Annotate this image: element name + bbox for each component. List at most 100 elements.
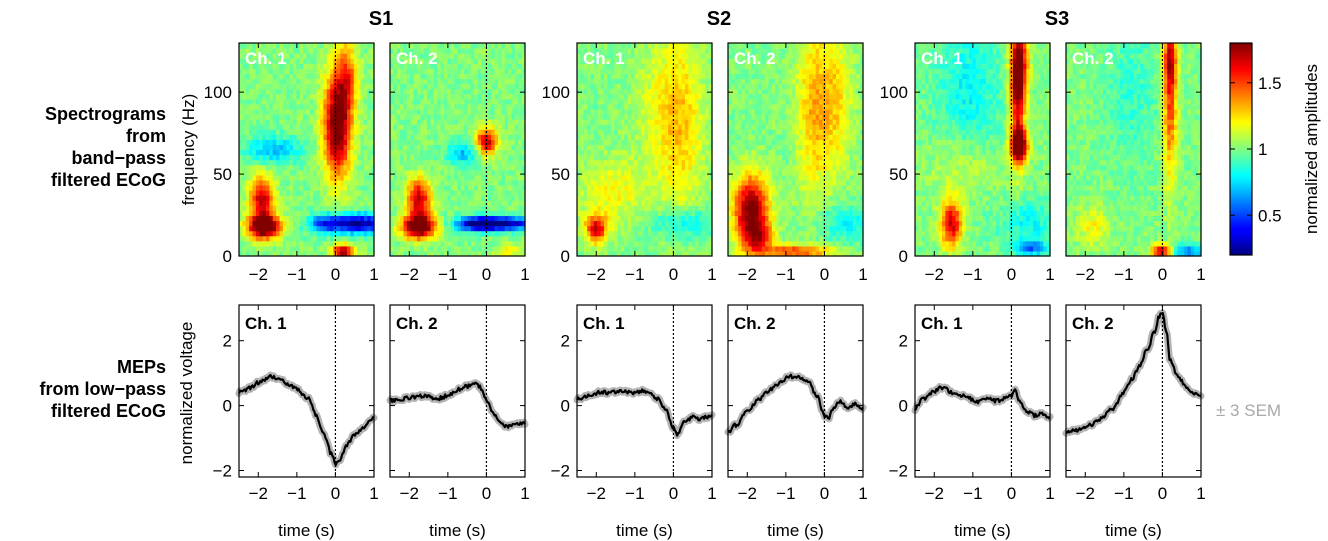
heatmap-cell — [255, 240, 260, 247]
heatmap-cell — [583, 144, 588, 151]
heatmap-cell — [430, 144, 435, 151]
heatmap-cell — [279, 88, 284, 95]
heatmap-cell — [320, 195, 324, 201]
heatmap-cell — [255, 159, 260, 166]
heatmap-cell — [637, 48, 642, 54]
heatmap-cell — [685, 88, 689, 95]
heatmap-cell — [350, 159, 355, 166]
heatmap-cell — [423, 215, 428, 222]
heatmap-cell — [269, 108, 274, 115]
heatmap-cell — [634, 129, 639, 135]
heatmap-cell — [501, 205, 506, 211]
heatmap-cell — [577, 48, 581, 54]
heatmap-cell — [617, 220, 622, 227]
heatmap-cell — [400, 235, 405, 242]
heatmap-cell — [309, 43, 314, 49]
heatmap-cell — [410, 124, 415, 130]
heatmap-cell — [410, 149, 415, 156]
heatmap-cell — [654, 169, 659, 176]
heatmap-cell — [282, 195, 287, 201]
heatmap-cell — [420, 68, 425, 75]
heatmap-cell — [597, 119, 602, 125]
heatmap-cell — [583, 205, 588, 211]
heatmap-cell — [624, 119, 629, 125]
heatmap-cell — [464, 225, 469, 232]
heatmap-cell — [464, 220, 469, 227]
heatmap-cell — [413, 179, 418, 186]
heatmap-cell — [460, 73, 465, 80]
heatmap-cell — [252, 169, 257, 176]
heatmap-cell — [487, 93, 492, 100]
heatmap-cell — [390, 139, 394, 146]
heatmap-cell — [262, 225, 267, 232]
heatmap-cell — [393, 78, 398, 85]
heatmap-cell — [413, 108, 418, 115]
heatmap-cell — [460, 174, 465, 181]
heatmap-cell — [357, 179, 362, 186]
heatmap-cell — [491, 240, 496, 247]
heatmap-cell — [367, 108, 372, 115]
heatmap-cell — [467, 235, 472, 242]
heatmap-cell — [396, 235, 401, 242]
heatmap-cell — [614, 73, 619, 80]
heatmap-cell — [498, 205, 502, 211]
heatmap-cell — [420, 225, 425, 232]
heatmap-cell — [293, 179, 297, 186]
heatmap-cell — [504, 230, 509, 237]
heatmap-cell — [587, 149, 592, 156]
heatmap-cell — [590, 124, 595, 130]
heatmap-cell — [279, 83, 284, 90]
heatmap-cell — [286, 108, 291, 115]
heatmap-cell — [604, 179, 608, 186]
heatmap-cell — [620, 179, 625, 186]
heatmap-cell — [336, 250, 341, 257]
heatmap-cell — [406, 73, 411, 80]
heatmap-cell — [316, 225, 321, 232]
heatmap-cell — [577, 240, 581, 247]
heatmap-cell — [336, 98, 341, 105]
heatmap-cell — [651, 68, 656, 75]
heatmap-cell — [511, 119, 516, 125]
heatmap-cell — [326, 164, 331, 171]
heatmap-cell — [340, 93, 345, 100]
heatmap-cell — [647, 159, 652, 166]
heatmap-cell — [279, 43, 284, 49]
heatmap-cell — [367, 149, 372, 156]
heatmap-cell — [276, 139, 281, 146]
heatmap-cell — [457, 210, 462, 217]
heatmap-cell — [420, 43, 425, 49]
heatmap-cell — [471, 114, 475, 120]
heatmap-cell — [309, 144, 314, 151]
heatmap-cell — [481, 134, 486, 140]
heatmap-cell — [282, 179, 287, 186]
heatmap-cell — [681, 230, 686, 237]
heatmap-cell — [600, 78, 605, 85]
heatmap-cell — [688, 58, 693, 64]
heatmap-cell — [303, 114, 308, 120]
heatmap-cell — [249, 139, 254, 146]
heatmap-cell — [309, 129, 314, 135]
heatmap-cell — [353, 103, 358, 110]
heatmap-cell — [614, 225, 619, 232]
heatmap-cell — [631, 240, 635, 247]
heatmap-cell — [323, 174, 328, 181]
heatmap-cell — [279, 215, 284, 222]
heatmap-cell — [610, 159, 615, 166]
heatmap-cell — [396, 78, 401, 85]
heatmap-cell — [604, 108, 608, 115]
heatmap-cell — [620, 83, 625, 90]
heatmap-cell — [427, 210, 432, 217]
heatmap-cell — [296, 190, 301, 196]
heatmap-cell — [262, 73, 267, 80]
heatmap-cell — [252, 149, 257, 156]
heatmap-cell — [634, 235, 639, 242]
heatmap-cell — [518, 93, 523, 100]
heatmap-cell — [587, 83, 592, 90]
heatmap-cell — [330, 98, 335, 105]
heatmap-cell — [481, 108, 486, 115]
heatmap-cell — [320, 124, 324, 130]
heatmap-cell — [276, 250, 281, 257]
heatmap-cell — [239, 58, 243, 64]
heatmap-cell — [624, 179, 629, 186]
heatmap-cell — [423, 210, 428, 217]
